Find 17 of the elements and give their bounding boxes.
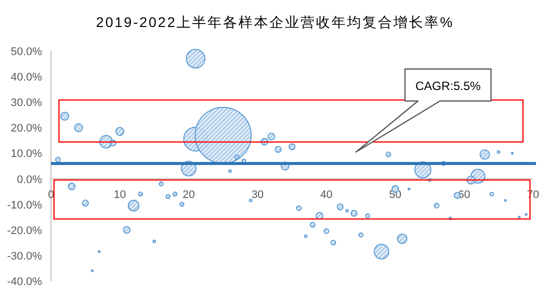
y-tick-label: -20.0% <box>7 224 42 237</box>
annotation: CAGR:5.5% <box>415 79 482 93</box>
y-tick-label: 40.0% <box>10 72 42 84</box>
y-tick-label: -30.0% <box>7 250 42 262</box>
x-tick-label: 0 <box>48 188 54 201</box>
y-tick-label: 30.0% <box>10 97 42 110</box>
y-tick-label: 50.0% <box>10 46 42 58</box>
x-tick-label: 40 <box>320 188 333 201</box>
x-tick-label: 20 <box>182 188 195 201</box>
x-tick-label: 10 <box>114 188 126 201</box>
y-tick-label: 20.0% <box>10 122 42 135</box>
y-tick-label: 10.0% <box>10 148 42 160</box>
y-tick-label: -40.0% <box>7 276 42 288</box>
x-tick-label: 30 <box>251 188 264 201</box>
y-tick-label: -10.0% <box>7 199 42 212</box>
chart-title: 2019-2022上半年各样本企业营收年均复合增长率% <box>96 14 454 30</box>
y-tick-label: 0.0% <box>16 174 42 186</box>
